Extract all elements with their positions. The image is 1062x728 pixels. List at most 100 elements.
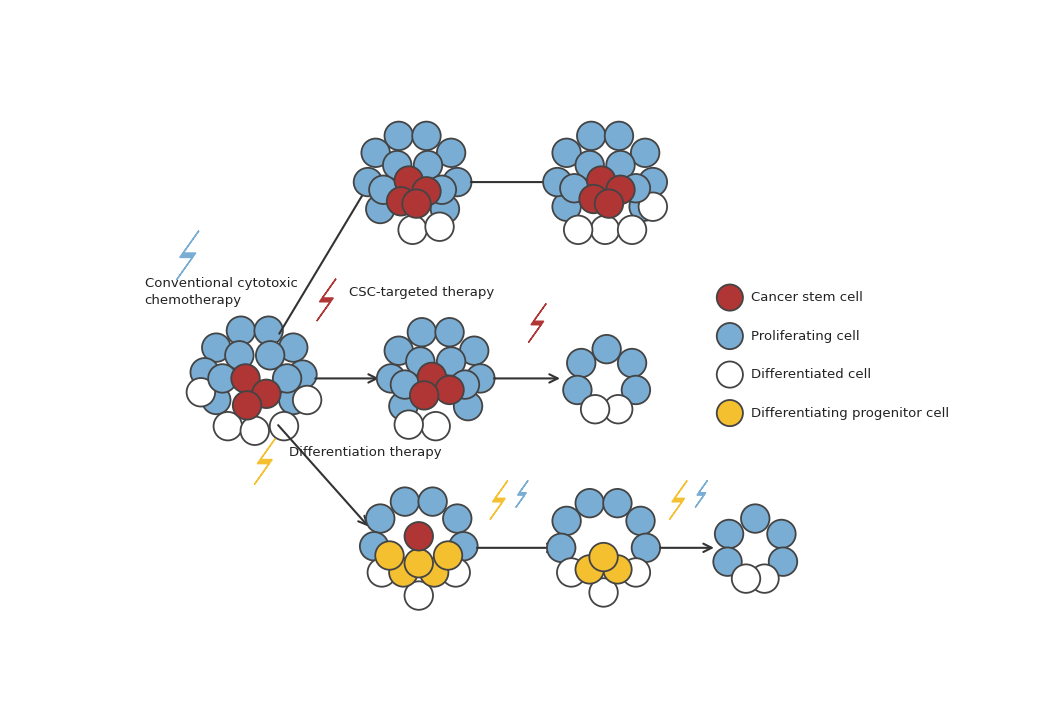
Circle shape: [425, 213, 453, 241]
Circle shape: [436, 347, 465, 376]
Circle shape: [552, 507, 581, 535]
Circle shape: [717, 323, 743, 349]
Circle shape: [288, 360, 316, 389]
Circle shape: [543, 168, 571, 197]
Circle shape: [618, 215, 647, 244]
Circle shape: [552, 192, 581, 221]
Circle shape: [443, 505, 472, 533]
Circle shape: [581, 395, 610, 424]
Circle shape: [453, 392, 482, 420]
Circle shape: [630, 192, 657, 221]
Polygon shape: [490, 480, 508, 520]
Circle shape: [552, 138, 581, 167]
Circle shape: [603, 555, 632, 584]
Circle shape: [405, 582, 433, 610]
Circle shape: [576, 489, 604, 518]
Circle shape: [383, 151, 411, 179]
Circle shape: [213, 412, 242, 440]
Circle shape: [419, 558, 448, 587]
Circle shape: [741, 505, 770, 533]
Text: Differentiated cell: Differentiated cell: [752, 368, 872, 381]
Circle shape: [449, 532, 478, 561]
Circle shape: [589, 543, 618, 571]
Circle shape: [442, 558, 470, 587]
Circle shape: [436, 138, 465, 167]
Circle shape: [225, 341, 254, 370]
Circle shape: [398, 215, 427, 244]
Circle shape: [418, 487, 447, 516]
Circle shape: [384, 122, 413, 150]
Circle shape: [547, 534, 576, 562]
Circle shape: [422, 412, 450, 440]
Circle shape: [621, 174, 650, 202]
Circle shape: [270, 412, 298, 440]
Circle shape: [387, 187, 415, 215]
Circle shape: [361, 138, 390, 167]
Circle shape: [435, 376, 464, 404]
Circle shape: [394, 411, 423, 439]
Circle shape: [563, 376, 592, 404]
Circle shape: [370, 175, 397, 204]
Circle shape: [717, 400, 743, 426]
Polygon shape: [669, 480, 687, 520]
Circle shape: [595, 189, 623, 218]
Circle shape: [405, 549, 433, 577]
Circle shape: [252, 379, 280, 408]
Circle shape: [603, 489, 632, 518]
Circle shape: [389, 558, 417, 587]
Circle shape: [279, 386, 308, 414]
Circle shape: [208, 364, 237, 392]
Circle shape: [638, 192, 667, 221]
Circle shape: [202, 333, 230, 362]
Circle shape: [187, 378, 216, 406]
Circle shape: [450, 371, 479, 399]
Circle shape: [226, 317, 255, 345]
Circle shape: [232, 364, 260, 392]
Text: Differentiation therapy: Differentiation therapy: [290, 446, 442, 459]
Polygon shape: [516, 480, 528, 507]
Circle shape: [256, 341, 285, 370]
Polygon shape: [316, 279, 336, 321]
Circle shape: [587, 166, 616, 195]
Text: Conventional cytotoxic
chemotherapy: Conventional cytotoxic chemotherapy: [144, 277, 297, 306]
Text: Proliferating cell: Proliferating cell: [752, 330, 860, 343]
Circle shape: [366, 505, 394, 533]
Circle shape: [233, 391, 261, 419]
Circle shape: [360, 532, 389, 561]
Circle shape: [202, 386, 230, 414]
Circle shape: [769, 547, 798, 576]
Circle shape: [273, 364, 302, 392]
Circle shape: [435, 318, 464, 347]
Circle shape: [391, 487, 419, 516]
Text: CSC-targeted therapy: CSC-targeted therapy: [349, 285, 495, 298]
Circle shape: [638, 168, 667, 197]
Circle shape: [410, 381, 439, 410]
Circle shape: [593, 335, 621, 363]
Circle shape: [732, 564, 760, 593]
Circle shape: [767, 520, 795, 548]
Circle shape: [405, 522, 433, 550]
Circle shape: [621, 376, 650, 404]
Polygon shape: [176, 231, 199, 280]
Circle shape: [590, 215, 619, 244]
Circle shape: [412, 177, 441, 205]
Circle shape: [606, 175, 635, 204]
Circle shape: [431, 195, 459, 223]
Circle shape: [240, 416, 269, 445]
Circle shape: [190, 358, 219, 387]
Circle shape: [717, 362, 743, 388]
Circle shape: [604, 122, 633, 150]
Polygon shape: [255, 439, 275, 484]
Circle shape: [715, 520, 743, 548]
Circle shape: [564, 215, 593, 244]
Text: Cancer stem cell: Cancer stem cell: [752, 291, 863, 304]
Circle shape: [389, 392, 417, 420]
Circle shape: [402, 189, 431, 218]
Circle shape: [606, 151, 635, 179]
Circle shape: [750, 564, 778, 593]
Circle shape: [618, 349, 647, 377]
Circle shape: [577, 122, 605, 150]
Circle shape: [255, 317, 282, 345]
Circle shape: [576, 555, 604, 584]
Circle shape: [412, 122, 441, 150]
